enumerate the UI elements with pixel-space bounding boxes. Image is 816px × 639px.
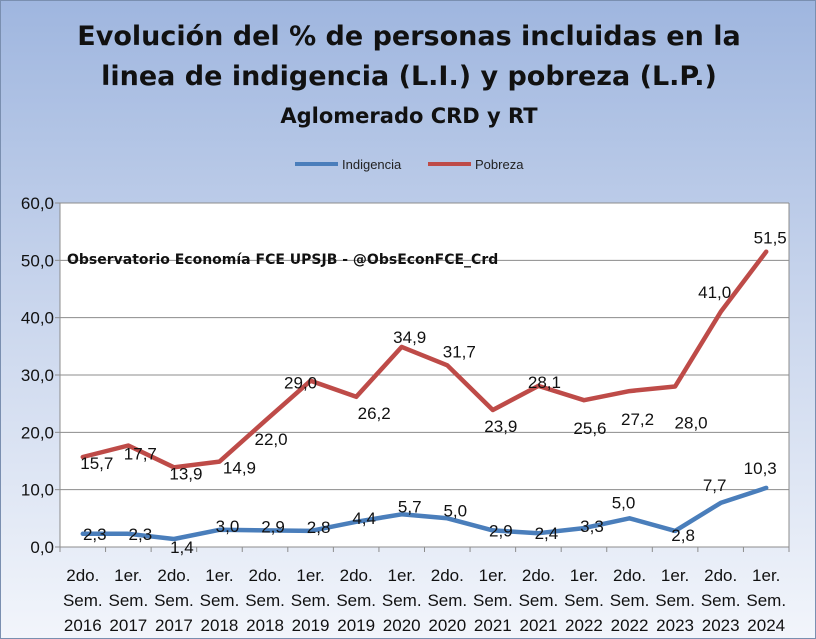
data-label-pobreza: 26,2 [358,404,391,423]
data-label-pobreza: 22,0 [254,430,287,449]
data-label-indigencia: 3,0 [216,517,240,536]
data-label-indigencia: 2,9 [489,521,513,540]
data-labels: 2,3 2,3 1,4 3,0 2,9 2,8 4,4 5,7 5,0 2,9 2,4 3,3 5,0 2… [80,229,787,557]
legend-label-indigencia: Indigencia [342,157,402,172]
data-label-indigencia: 2,4 [535,524,559,543]
x-tick-label: 2do. Sem. 2019 [336,566,376,635]
x-tick-label: 2do. Sem. 2021 [519,566,559,635]
data-label-indigencia: 10,3 [744,459,777,478]
x-tick-label: 2do. Sem. 2020 [427,566,467,635]
data-label-pobreza: 14,9 [223,459,256,478]
data-label-indigencia: 2,3 [83,525,107,544]
data-label-pobreza: 41,0 [698,283,731,302]
data-label-indigencia: 4,4 [352,509,376,528]
y-tick-label: 20,0 [21,423,54,442]
data-label-indigencia: 2,8 [307,518,331,537]
data-label-pobreza: 13,9 [169,464,202,483]
y-tick-label: 30,0 [21,366,54,385]
x-tick-label: 1er. Sem. 2020 [382,566,422,635]
data-label-pobreza: 51,5 [754,229,787,248]
data-label-indigencia: 5,0 [612,493,636,512]
data-label-indigencia: 3,3 [580,517,604,536]
data-label-indigencia: 7,7 [703,476,727,495]
source-annotation: Observatorio Economía FCE UPSJB - @ObsEc… [67,252,498,268]
x-tick-label: 2do. Sem. 2016 [63,566,103,635]
series-line-indigencia [80,485,769,542]
y-tick-label: 0,0 [30,538,54,557]
data-label-pobreza: 15,7 [80,454,113,473]
series-layer [80,249,769,542]
data-label-indigencia: 5,0 [443,501,467,520]
data-label-pobreza: 28,0 [675,413,708,432]
data-label-indigencia: 2,3 [129,525,153,544]
y-tick-label: 50,0 [21,251,54,270]
x-tick-label: 2do. Sem. 2023 [701,566,741,635]
y-tick-label: 60,0 [21,194,54,213]
chart-title-line-2: linea de indigencia (L.I.) y pobreza (L.… [101,61,717,92]
legend-label-pobreza: Pobreza [475,157,524,172]
data-label-pobreza: 31,7 [443,342,476,361]
chart-title-line-1: Evolución del % de personas incluidas en… [77,21,741,52]
x-tick-label: 1er. Sem. 2021 [473,566,513,635]
x-tick-label: 2do. Sem. 2018 [245,566,285,635]
x-tick-label: 1er. Sem. 2019 [291,566,331,635]
data-label-indigencia: 1,4 [170,538,194,557]
x-tick-label: 1er. Sem. 2022 [564,566,604,635]
legend: Indigencia Pobreza [295,157,524,172]
series-line-pobreza [80,249,769,470]
data-label-pobreza: 23,9 [484,417,517,436]
y-tick-label: 40,0 [21,309,54,328]
data-label-pobreza: 29,0 [284,374,317,393]
data-label-pobreza: 27,2 [621,410,654,429]
data-label-indigencia: 2,9 [261,517,285,536]
x-tick-label: 2do. Sem. 2022 [610,566,650,635]
x-tick-label: 1er. Sem. 2017 [109,566,149,635]
x-tick-label: 1er. Sem. 2018 [200,566,240,635]
x-tick-label: 1er. Sem. 2024 [746,566,786,635]
data-label-pobreza: 17,7 [124,445,157,464]
y-tick-label: 10,0 [21,481,54,500]
data-label-pobreza: 25,6 [573,419,606,438]
x-tick-label: 2do. Sem. 2017 [154,566,194,635]
x-tick-label: 1er. Sem. 2023 [655,566,695,635]
data-label-pobreza: 34,9 [393,328,426,347]
data-label-pobreza: 28,1 [528,373,561,392]
data-label-indigencia: 5,7 [398,497,422,516]
chart-subtitle: Aglomerado CRD y RT [280,104,538,128]
data-label-indigencia: 2,8 [671,526,695,545]
